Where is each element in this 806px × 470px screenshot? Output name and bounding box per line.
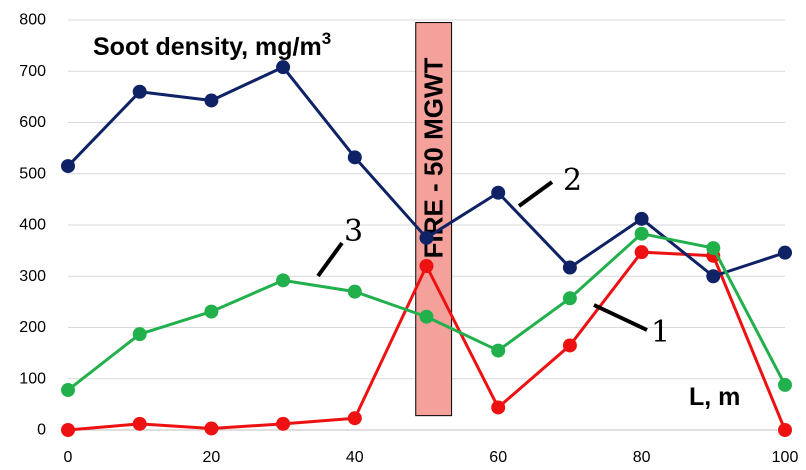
y-tick-label: 400 bbox=[19, 217, 46, 234]
series-1-point bbox=[778, 423, 792, 437]
series-layer bbox=[61, 60, 792, 437]
y-tick-label: 300 bbox=[19, 268, 46, 285]
x-axis-label: L, m bbox=[689, 383, 740, 411]
series-2-point bbox=[491, 185, 506, 200]
density-label: Soot density, mg/m3 bbox=[93, 29, 331, 61]
x-tick-labels: 0 20 40 60 80 100 bbox=[64, 449, 799, 466]
series-3-point bbox=[778, 377, 792, 392]
y-tick-label: 600 bbox=[19, 114, 46, 131]
series-1-point bbox=[634, 245, 649, 260]
y-tick-label: 700 bbox=[19, 63, 46, 80]
series-3-point bbox=[61, 383, 75, 398]
series-2-point bbox=[778, 245, 792, 260]
series-2-point bbox=[419, 230, 434, 245]
series-3 bbox=[61, 226, 792, 398]
annotation-layer: Soot density, mg/m3 L, m 2 3 1 bbox=[93, 29, 740, 411]
x-tick-label: 40 bbox=[346, 449, 364, 466]
fire-zone-label: FIRE - 50 MGWT bbox=[419, 57, 449, 258]
series-2-point bbox=[132, 84, 147, 99]
series-1-point bbox=[276, 416, 291, 431]
series-1-pointer bbox=[593, 303, 648, 332]
x-tick-label: 100 bbox=[772, 449, 799, 466]
y-tick-label: 500 bbox=[19, 165, 46, 182]
y-tick-label: 800 bbox=[19, 12, 46, 29]
y-tick-label: 0 bbox=[37, 422, 46, 439]
x-tick-label: 0 bbox=[64, 449, 73, 466]
series-2-point bbox=[61, 159, 75, 174]
series-2-point bbox=[634, 211, 649, 226]
series-3-point bbox=[132, 327, 147, 342]
series-1 bbox=[61, 245, 792, 437]
y-tick-label: 100 bbox=[19, 370, 46, 387]
series-3-point bbox=[491, 343, 506, 358]
series-3-point bbox=[276, 273, 291, 288]
series-1-point bbox=[61, 423, 75, 437]
series-3-point bbox=[562, 291, 577, 306]
x-tick-label: 60 bbox=[489, 449, 507, 466]
series-1-point bbox=[491, 400, 506, 415]
series-2-point bbox=[347, 150, 362, 165]
series-3-point bbox=[419, 309, 434, 324]
series-2-point bbox=[276, 60, 291, 75]
series-2-point bbox=[204, 93, 219, 108]
x-tick-label: 80 bbox=[633, 449, 651, 466]
y-tick-label: 200 bbox=[19, 319, 46, 336]
series-3-point bbox=[706, 241, 721, 256]
series-1-point bbox=[132, 416, 147, 431]
series-2-label: 2 bbox=[563, 163, 582, 198]
series-1-point bbox=[204, 421, 219, 436]
series-2-point bbox=[562, 260, 577, 275]
series-2-pointer bbox=[517, 180, 554, 208]
series-3-point bbox=[347, 284, 362, 299]
series-3-point bbox=[634, 226, 649, 241]
series-3-label: 3 bbox=[344, 214, 363, 249]
fire-zone-band bbox=[415, 22, 453, 417]
series-1-point bbox=[419, 259, 434, 273]
series-1-label: 1 bbox=[651, 315, 670, 350]
series-3-point bbox=[204, 304, 219, 319]
series-1-point bbox=[562, 338, 577, 353]
series-2-point bbox=[706, 269, 721, 284]
fire-zone: FIRE - 50 MGWT bbox=[415, 22, 453, 417]
y-tick-labels: 0 100 200 300 400 500 600 700 800 bbox=[19, 12, 46, 439]
series-3-pointer bbox=[316, 241, 344, 278]
series-1-point bbox=[347, 411, 362, 426]
x-tick-label: 20 bbox=[203, 449, 221, 466]
